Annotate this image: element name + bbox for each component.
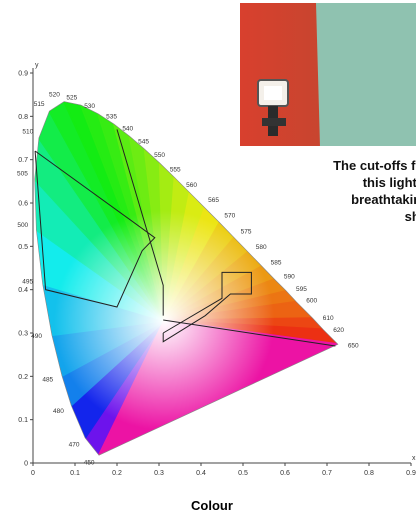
outline xyxy=(162,271,252,343)
x-tick-label: 0 xyxy=(31,470,35,477)
y-tick-label: 0.6 xyxy=(18,201,28,208)
outline xyxy=(163,319,336,347)
caption-line: sharp xyxy=(405,209,416,224)
wavelength-label: 565 xyxy=(208,197,219,204)
x-tick-label: 0.5 xyxy=(238,470,248,477)
caption-line: The cut-offs from xyxy=(333,158,416,173)
wavelength-label: 560 xyxy=(186,182,197,189)
y-tick-label: 0.2 xyxy=(18,374,28,381)
wavelength-label: 580 xyxy=(256,244,267,251)
wavelength-label: 500 xyxy=(17,222,28,229)
caption-line: breathtakingly xyxy=(351,192,416,207)
wavelength-label: 505 xyxy=(17,170,28,177)
wavelength-label: 520 xyxy=(49,91,60,98)
wavelength-label: 535 xyxy=(106,113,117,120)
wavelength-label: 530 xyxy=(84,103,95,110)
footer: Colour xyxy=(191,498,233,513)
x-tick-label: 0.2 xyxy=(112,470,122,477)
x-tick-label: 0.3 xyxy=(154,470,164,477)
y-tick-label: 0.5 xyxy=(18,244,28,251)
wavelength-label: 590 xyxy=(284,273,295,280)
wavelength-label: 540 xyxy=(122,125,133,132)
x-tick-label: 0.6 xyxy=(280,470,290,477)
wavelength-label: 510 xyxy=(22,128,33,135)
wavelength-label: 480 xyxy=(53,408,64,415)
outline xyxy=(34,150,156,308)
wavelength-label: 495 xyxy=(22,279,33,286)
y-tick-label: 0.8 xyxy=(18,114,28,121)
x-tick-label: 0.1 xyxy=(70,470,80,477)
wavelength-label: 550 xyxy=(154,152,165,159)
wavelength-label: 525 xyxy=(66,95,77,102)
wavelength-label: 555 xyxy=(170,166,181,173)
wavelength-label: 585 xyxy=(271,259,282,266)
y-tick-label: 0 xyxy=(24,461,28,468)
outline xyxy=(116,129,164,316)
x-tick-label: 0.4 xyxy=(196,470,206,477)
wavelength-label: 485 xyxy=(42,377,53,384)
wavelength-label: 600 xyxy=(306,298,317,305)
x-tick-label: 0.8 xyxy=(364,470,374,477)
wavelength-label: 610 xyxy=(323,315,334,322)
wavelength-label: 570 xyxy=(224,213,235,220)
caption-line: this light are xyxy=(363,175,416,190)
wavelength-label: 595 xyxy=(296,286,307,293)
wavelength-label: 545 xyxy=(138,138,149,145)
y-tick-label: 0.7 xyxy=(18,157,28,164)
wavelength-label: 650 xyxy=(348,342,359,349)
x-tick-label: 0.9 xyxy=(406,470,416,477)
inset-photo xyxy=(240,3,416,146)
x-axis-label: x xyxy=(412,455,416,462)
spectral-locus xyxy=(34,101,339,456)
y-tick-label: 0.9 xyxy=(18,71,28,78)
wavelength-label: 470 xyxy=(69,441,80,448)
y-tick-label: 0.3 xyxy=(18,331,28,338)
wavelength-label: 490 xyxy=(31,333,42,340)
y-axis-label: y xyxy=(35,62,39,69)
wavelength-label: 620 xyxy=(333,327,344,334)
wavelength-label: 450 xyxy=(84,459,95,466)
x-tick-label: 0.7 xyxy=(322,470,332,477)
y-tick-label: 0.1 xyxy=(18,417,28,424)
wavelength-label: 515 xyxy=(34,101,45,108)
wavelength-label: 575 xyxy=(241,229,252,236)
y-tick-label: 0.4 xyxy=(18,287,28,294)
